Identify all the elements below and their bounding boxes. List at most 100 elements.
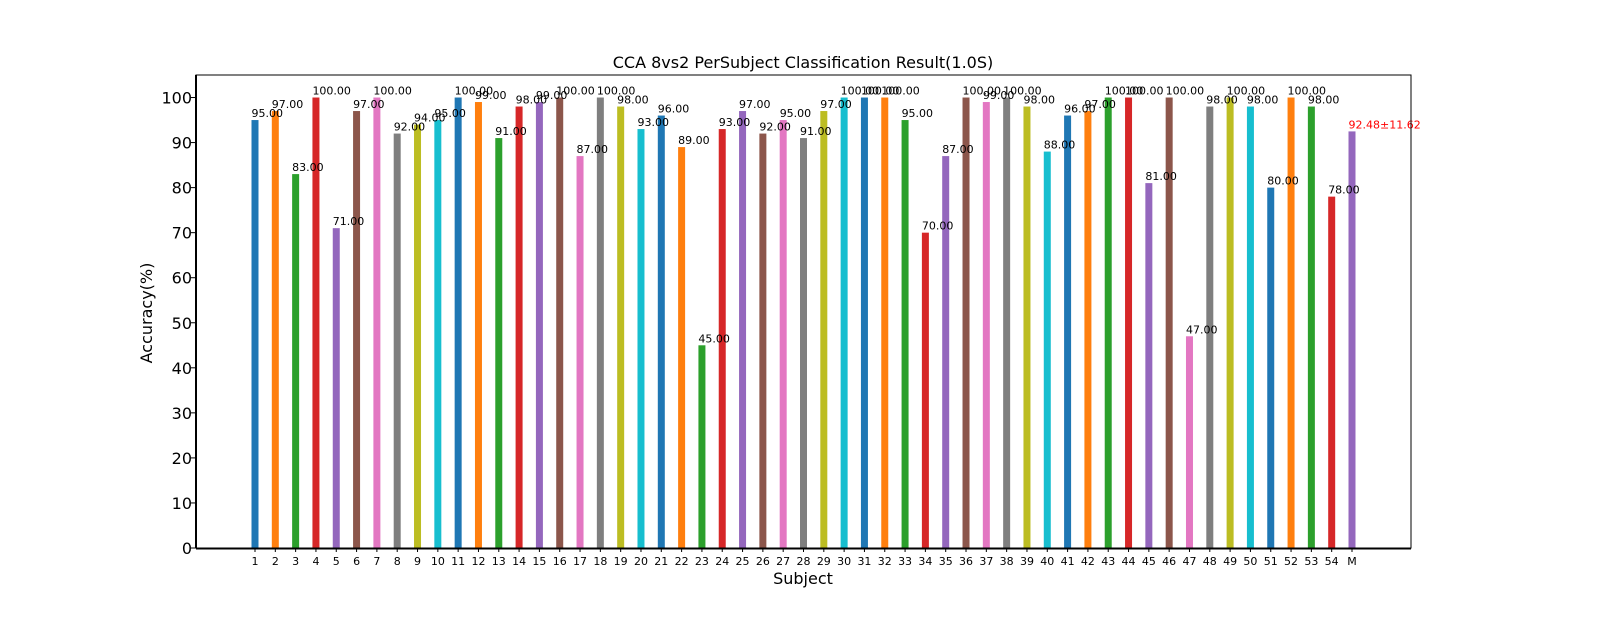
data-label-9: 94.00 — [414, 112, 446, 125]
y-tick-label-0: 0 — [182, 539, 192, 558]
bar-10 — [434, 120, 442, 549]
bar-41 — [1064, 115, 1072, 548]
data-label-18: 100.00 — [597, 85, 636, 98]
y-tick-label-70: 70 — [172, 224, 192, 243]
y-tick-label-20: 20 — [172, 449, 192, 468]
x-tick-label-30: 30 — [837, 555, 851, 568]
bar-1 — [251, 120, 259, 549]
x-tick-label-24: 24 — [715, 555, 729, 568]
bar-34 — [921, 232, 929, 549]
x-tick-label-53: 53 — [1304, 555, 1318, 568]
y-axis: 0 10 20 30 40 50 60 70 80 90 100 — [161, 89, 196, 558]
x-tick-label-15: 15 — [532, 555, 546, 568]
bar-23 — [698, 345, 706, 548]
x-tick-label-4: 4 — [312, 555, 319, 568]
bar-27 — [779, 120, 787, 549]
bar-42 — [1084, 111, 1092, 548]
bar-37 — [982, 102, 990, 548]
data-label-45: 81.00 — [1145, 170, 1177, 183]
x-tick-label-49: 49 — [1223, 555, 1237, 568]
data-label-37: 99.00 — [983, 89, 1015, 102]
data-label-1: 95.00 — [252, 107, 284, 120]
x-tick-label-2: 2 — [272, 555, 279, 568]
data-label-6: 97.00 — [353, 98, 385, 111]
data-label-33: 95.00 — [902, 107, 934, 120]
x-tick-label-41: 41 — [1061, 555, 1075, 568]
bar-45 — [1145, 183, 1153, 549]
x-tick-label-18: 18 — [593, 555, 607, 568]
data-label-51: 80.00 — [1267, 175, 1299, 188]
data-label-47: 47.00 — [1186, 323, 1218, 336]
chart-title: CCA 8vs2 PerSubject Classification Resul… — [613, 53, 994, 72]
data-label-20: 93.00 — [637, 116, 669, 129]
bar-43 — [1104, 97, 1112, 549]
bar-13 — [495, 138, 503, 548]
data-label-50: 98.00 — [1247, 94, 1279, 107]
bar-7 — [373, 97, 381, 549]
x-tick-label-45: 45 — [1142, 555, 1156, 568]
bar-33 — [901, 120, 909, 549]
bar-17 — [576, 156, 584, 548]
bar-8 — [393, 133, 401, 548]
x-tick-label-47: 47 — [1182, 555, 1196, 568]
data-label-41: 96.00 — [1064, 103, 1096, 116]
data-label-31: 100.00 — [861, 85, 900, 98]
y-tick-label-30: 30 — [172, 404, 192, 423]
data-label-21: 96.00 — [658, 103, 690, 116]
data-label-2: 97.00 — [272, 98, 304, 111]
x-tick-label-38: 38 — [1000, 555, 1014, 568]
data-label-34: 70.00 — [922, 220, 954, 233]
data-label-40: 88.00 — [1044, 139, 1076, 152]
bar-19 — [617, 106, 625, 548]
data-labels-group: 95.0097.0083.00100.0071.0097.00100.0092.… — [252, 85, 1421, 346]
data-label-36: 100.00 — [963, 85, 1002, 98]
x-tick-label-22: 22 — [675, 555, 689, 568]
y-tick-label-60: 60 — [172, 269, 192, 288]
data-label-3: 83.00 — [292, 161, 324, 174]
x-tick-label-11: 11 — [451, 555, 465, 568]
data-label-42: 97.00 — [1084, 98, 1116, 111]
bar-11 — [454, 97, 462, 549]
bar-38 — [1003, 97, 1011, 549]
bar-47 — [1185, 336, 1193, 548]
x-tick-label-35: 35 — [939, 555, 953, 568]
x-tick-label-5: 5 — [333, 555, 340, 568]
data-label-10: 95.00 — [434, 107, 466, 120]
y-tick-label-10: 10 — [172, 494, 192, 513]
x-tick-label-23: 23 — [695, 555, 709, 568]
x-tick-label-6: 6 — [353, 555, 360, 568]
data-label-12: 99.00 — [475, 89, 507, 102]
x-tick-label-29: 29 — [817, 555, 831, 568]
bar-31 — [860, 97, 868, 549]
x-tick-label-51: 51 — [1264, 555, 1278, 568]
data-label-16: 100.00 — [556, 85, 595, 98]
x-tick-label-42: 42 — [1081, 555, 1095, 568]
data-label-24: 93.00 — [719, 116, 751, 129]
data-label-52: 100.00 — [1288, 85, 1327, 98]
data-label-22: 89.00 — [678, 134, 710, 147]
x-tick-label-39: 39 — [1020, 555, 1034, 568]
data-label-7: 100.00 — [373, 85, 412, 98]
data-label-26: 92.00 — [759, 121, 791, 134]
bar-30 — [840, 97, 848, 549]
bar-M — [1348, 131, 1356, 548]
data-label-13: 91.00 — [495, 125, 527, 138]
x-tick-label-48: 48 — [1203, 555, 1217, 568]
bar-53 — [1307, 106, 1315, 548]
y-tick-label-90: 90 — [172, 134, 192, 153]
data-label-54: 78.00 — [1328, 184, 1360, 197]
x-axis-label: Subject — [773, 569, 833, 588]
bar-16 — [556, 97, 564, 549]
data-label-38: 100.00 — [1003, 85, 1042, 98]
x-tick-label-52: 52 — [1284, 555, 1298, 568]
x-axis: 1 2 3 4 5 6 7 8 9 10 11 12 13 14 15 16 17 18 19 20 21 22 23 24 2… — [252, 548, 1357, 568]
x-tick-label-9: 9 — [414, 555, 421, 568]
y-axis-label: Accuracy(%) — [137, 263, 156, 364]
bar-40 — [1043, 151, 1051, 548]
x-tick-label-28: 28 — [797, 555, 811, 568]
bar-52 — [1287, 97, 1295, 549]
data-label-4: 100.00 — [312, 85, 351, 98]
bar-9 — [414, 124, 422, 549]
bar-36 — [962, 97, 970, 549]
